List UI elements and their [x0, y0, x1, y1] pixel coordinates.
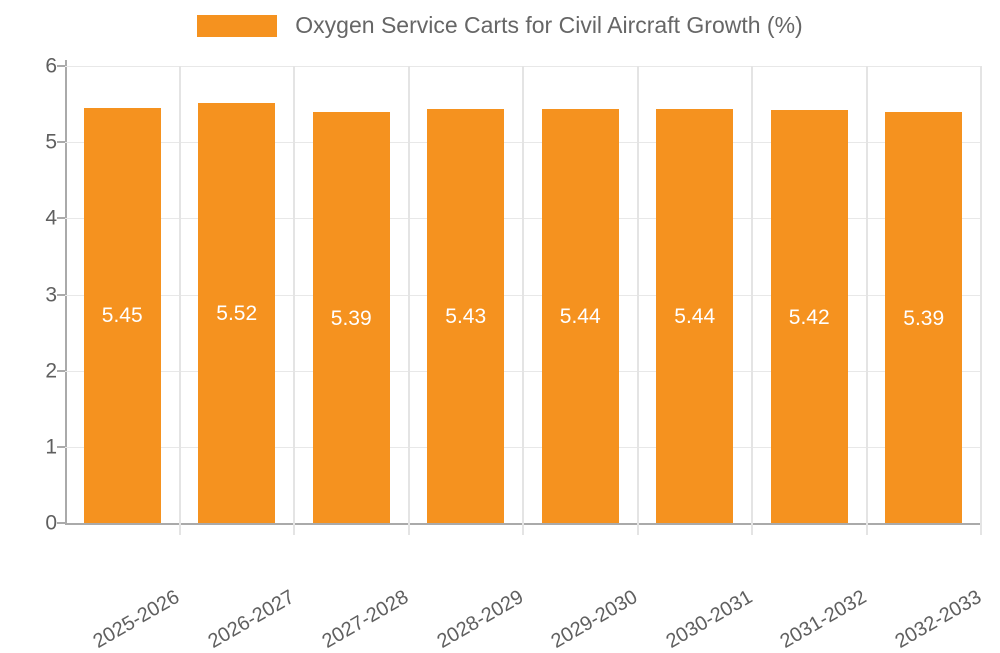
gridline-vertical: [407, 66, 410, 535]
gridline-vertical: [178, 66, 181, 535]
y-axis-tick-marks: [0, 65, 65, 524]
y-axis-tick-label: 6: [45, 54, 57, 78]
bar-value-label: 5.39: [330, 306, 372, 330]
x-axis-tick-label: 2031-2032: [776, 585, 871, 653]
y-axis-spine: [65, 60, 67, 525]
bar[interactable]: 5.45: [83, 107, 161, 523]
x-axis-tick-labels: 2025-2026 2026-2027 2027-2028 2028-2029 2029…: [0, 523, 1000, 653]
bar[interactable]: 5.43: [427, 109, 505, 523]
y-axis-tick-label: 0: [45, 511, 57, 535]
y-axis-tick-label: 3: [45, 283, 57, 306]
bar-value-label: 5.44: [674, 304, 716, 328]
y-axis-tick-mark: [57, 293, 65, 296]
legend-color-swatch-icon: [197, 14, 278, 37]
y-axis-tick-label: 5: [45, 130, 57, 154]
bar[interactable]: 5.42: [770, 110, 848, 523]
x-axis-tick-label: 2025-2026: [89, 585, 184, 653]
gridline-vertical: [980, 66, 982, 535]
y-axis-tick-label: 1: [45, 435, 57, 459]
bar[interactable]: 5.39: [885, 112, 963, 523]
bar[interactable]: 5.44: [541, 108, 619, 523]
gridline-vertical: [522, 66, 524, 535]
y-axis-tick-mark: [57, 217, 65, 220]
gridline-vertical: [293, 66, 295, 535]
x-axis-tick-label: 2030-2031: [662, 585, 757, 653]
x-axis-tick-label: 2032-2033: [891, 585, 986, 653]
x-axis-tick-label: 2029-2030: [547, 585, 642, 653]
bar[interactable]: 5.44: [656, 108, 734, 523]
y-axis-tick-mark: [57, 369, 65, 372]
gridline-vertical: [865, 66, 868, 535]
y-axis-tick-label: 4: [45, 206, 57, 230]
bar-value-label: 5.42: [788, 305, 830, 329]
bar[interactable]: 5.39: [312, 112, 390, 523]
bar-chart: Oxygen Service Carts for Civil Aircraft …: [0, 14, 1000, 653]
y-axis-tick-mark: [57, 141, 65, 144]
y-axis-tick-labels: 0 1 2 3 4 5 6: [0, 56, 57, 534]
y-axis-tick-mark: [57, 445, 65, 448]
bar-value-label: 5.45: [101, 304, 143, 328]
y-axis-tick-label: 2: [45, 359, 57, 383]
legend-label: Oxygen Service Carts for Civil Aircraft …: [295, 12, 803, 38]
bar[interactable]: 5.52: [198, 102, 276, 523]
chart-legend: Oxygen Service Carts for Civil Aircraft …: [0, 14, 1000, 37]
x-axis-tick-label: 2027-2028: [318, 585, 413, 653]
bar-value-label: 5.43: [445, 305, 487, 329]
x-axis-tick-label: 2028-2029: [433, 585, 528, 653]
gridline-vertical: [751, 66, 753, 535]
bar-value-label: 5.52: [216, 301, 258, 325]
x-axis-tick-label: 2026-2027: [204, 585, 299, 653]
gridline-vertical: [636, 66, 639, 535]
bar-value-label: 5.39: [903, 306, 945, 330]
y-axis-tick-mark: [57, 522, 65, 524]
plot-area: 5.45 5.52 5.39 5.43 5.44 5.44 5.42 5.39: [65, 66, 982, 535]
y-axis-tick-mark: [57, 65, 65, 67]
bar-value-label: 5.44: [559, 304, 601, 328]
legend-entry-oxygen-service-carts[interactable]: Oxygen Service Carts for Civil Aircraft …: [197, 12, 803, 38]
